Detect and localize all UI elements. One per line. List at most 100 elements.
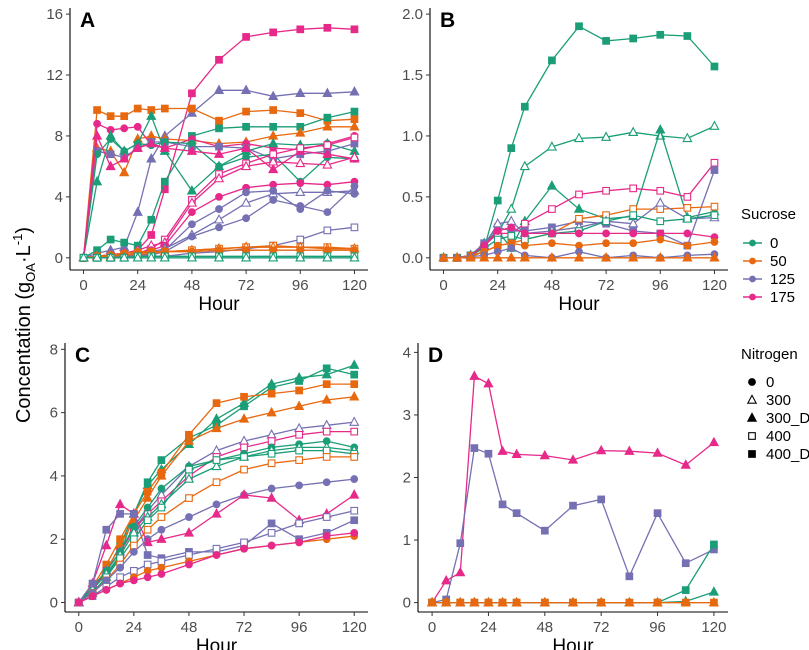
data-point	[573, 203, 585, 213]
data-point	[212, 544, 221, 553]
data-point	[296, 144, 305, 152]
data-point	[267, 437, 276, 445]
data-point	[350, 189, 359, 198]
data-point	[160, 177, 169, 186]
data-point	[116, 573, 124, 582]
data-point	[93, 106, 101, 114]
data-point	[349, 151, 360, 161]
y-tick-label: 0.5	[402, 189, 423, 206]
x-axis-label: Hour	[198, 294, 240, 315]
legend-shape	[748, 450, 756, 458]
data-point	[483, 377, 494, 388]
data-point	[350, 475, 359, 483]
x-tick-label: 72	[236, 619, 253, 636]
data-point	[157, 484, 166, 493]
y-tick-label: 2	[50, 531, 58, 548]
x-tick-label: 48	[184, 277, 201, 294]
data-point	[656, 186, 665, 195]
data-point	[479, 252, 490, 262]
legend-nitrogen-label: 0	[766, 374, 774, 391]
y-tick-label: 1	[403, 532, 411, 549]
data-point	[183, 435, 195, 445]
data-point	[683, 193, 692, 201]
data-point	[130, 567, 138, 575]
data-point	[710, 540, 718, 549]
data-point	[133, 122, 142, 131]
panel-label: A	[80, 9, 95, 32]
data-point	[602, 239, 610, 248]
data-point	[322, 159, 333, 169]
data-point	[269, 186, 278, 195]
data-point	[93, 119, 101, 128]
x-tick-label: 24	[129, 277, 146, 294]
data-point	[240, 544, 248, 553]
data-point	[322, 446, 331, 455]
data-point	[600, 252, 612, 262]
data-point	[215, 223, 223, 232]
x-tick-label: 0	[75, 619, 83, 636]
data-point	[213, 84, 225, 94]
data-point	[295, 538, 304, 547]
data-point	[132, 206, 143, 216]
data-point	[211, 413, 222, 423]
data-point	[240, 252, 252, 262]
data-point	[546, 252, 558, 262]
data-point	[74, 598, 83, 607]
data-point	[157, 557, 166, 566]
data-point	[240, 538, 248, 547]
data-point	[710, 158, 719, 167]
data-point	[91, 130, 103, 140]
data-point	[142, 536, 153, 547]
legend-nitrogen-label: 400_D	[766, 446, 809, 463]
data-point	[266, 406, 277, 417]
data-point	[456, 539, 465, 548]
data-point	[470, 444, 479, 452]
data-point	[295, 252, 306, 262]
legend-nitrogen-label: 300	[766, 392, 791, 409]
y-tick-label: 0	[403, 595, 411, 612]
legend-nitrogen-label: 300_D	[766, 410, 809, 427]
legend-sucrose-item: 0	[743, 235, 778, 252]
data-point	[710, 166, 719, 174]
data-point	[507, 223, 516, 232]
data-point	[573, 132, 585, 143]
legend-sucrose-label: 125	[770, 271, 795, 288]
data-point	[350, 182, 359, 191]
y-axis-label: Concentation (gOA·L-1)	[10, 227, 38, 423]
x-tick-label: 24	[480, 619, 497, 636]
data-point	[101, 539, 112, 550]
data-point	[546, 180, 558, 190]
data-point	[215, 124, 223, 133]
data-point	[143, 560, 152, 569]
data-point	[183, 473, 195, 483]
data-point	[267, 449, 276, 458]
data-point	[268, 137, 279, 148]
data-point	[116, 563, 124, 572]
data-point	[497, 596, 508, 607]
x-tick-label: 96	[291, 619, 308, 636]
x-tick-label: 72	[598, 277, 615, 294]
data-point	[573, 252, 585, 262]
series-s50-n300_D	[426, 596, 720, 607]
data-point	[240, 443, 248, 452]
data-point	[242, 214, 250, 223]
data-point	[157, 513, 166, 521]
data-point	[186, 185, 198, 195]
legend-sucrose-item: 50	[743, 253, 787, 270]
data-point	[143, 551, 152, 559]
data-point	[211, 460, 222, 471]
data-point	[106, 235, 115, 244]
data-point	[567, 454, 579, 464]
data-point	[215, 55, 223, 64]
data-point	[493, 196, 502, 205]
data-point	[493, 227, 502, 235]
data-point	[185, 551, 193, 559]
data-point	[322, 148, 333, 158]
data-point	[188, 208, 196, 217]
data-point	[295, 456, 303, 464]
data-point	[295, 377, 303, 385]
data-point	[575, 229, 583, 238]
data-point	[295, 127, 306, 137]
data-point	[350, 107, 359, 116]
data-point	[186, 197, 198, 207]
